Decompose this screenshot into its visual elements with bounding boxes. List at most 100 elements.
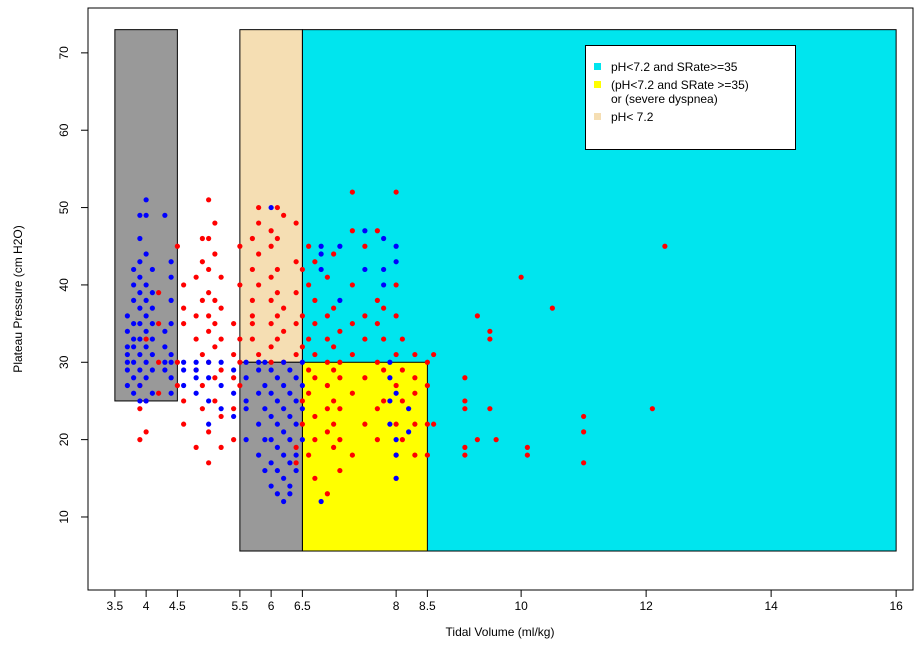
point xyxy=(168,259,174,265)
point xyxy=(199,259,205,265)
plot-frame xyxy=(87,7,914,591)
point xyxy=(137,382,143,389)
point xyxy=(193,313,199,319)
legend-label: (pH<7.2 and SRate >=35) or (severe dyspn… xyxy=(611,78,749,106)
point xyxy=(199,406,205,412)
point xyxy=(274,290,280,296)
point xyxy=(143,197,149,203)
x-tick-label: 12 xyxy=(639,599,653,613)
x-tick-label: 8 xyxy=(393,599,400,613)
point xyxy=(268,274,274,280)
point xyxy=(299,359,305,365)
point xyxy=(156,290,162,296)
point xyxy=(137,367,143,373)
point xyxy=(268,413,274,420)
point xyxy=(168,320,174,327)
point xyxy=(281,429,287,435)
point xyxy=(331,444,337,450)
point xyxy=(137,305,143,311)
legend-label: pH< 7.2 xyxy=(611,110,654,124)
point xyxy=(249,235,255,242)
point xyxy=(268,344,274,350)
point xyxy=(518,274,524,280)
legend-swatch xyxy=(594,81,601,88)
point xyxy=(206,460,212,466)
point xyxy=(218,444,224,450)
point xyxy=(181,398,187,404)
point xyxy=(362,375,368,381)
point xyxy=(324,313,330,319)
point xyxy=(393,382,399,389)
point xyxy=(349,282,355,288)
y-tick-label: 30 xyxy=(57,355,71,369)
point xyxy=(156,320,162,327)
point xyxy=(143,328,149,334)
point xyxy=(318,498,324,505)
point xyxy=(243,398,249,404)
point xyxy=(312,475,318,481)
point xyxy=(268,320,274,327)
point xyxy=(249,266,255,273)
point xyxy=(281,328,287,334)
point xyxy=(393,475,399,481)
point xyxy=(324,491,330,497)
region xyxy=(239,29,303,363)
point xyxy=(281,406,287,412)
point xyxy=(168,375,174,381)
point xyxy=(149,336,155,342)
point xyxy=(237,243,243,249)
point xyxy=(193,375,199,381)
point xyxy=(274,398,280,404)
point xyxy=(287,491,293,497)
point xyxy=(243,437,249,443)
point xyxy=(137,437,143,443)
point xyxy=(218,413,224,420)
point xyxy=(124,344,130,350)
point xyxy=(212,251,218,257)
legend-entry: (pH<7.2 and SRate >=35) or (severe dyspn… xyxy=(594,78,789,106)
point xyxy=(387,421,393,427)
point xyxy=(412,390,418,396)
point xyxy=(137,351,143,358)
point xyxy=(193,390,199,396)
point xyxy=(393,189,399,195)
point xyxy=(281,498,287,505)
point xyxy=(149,351,155,358)
point xyxy=(493,437,499,443)
point xyxy=(131,375,137,381)
point xyxy=(424,452,430,458)
point xyxy=(293,421,299,427)
point xyxy=(131,336,137,342)
legend-entry: pH< 7.2 xyxy=(594,110,789,124)
point xyxy=(331,344,337,350)
point xyxy=(262,467,268,474)
point xyxy=(324,359,330,365)
y-tick-label: 60 xyxy=(57,123,71,137)
point xyxy=(399,437,405,443)
point xyxy=(462,444,468,450)
point xyxy=(218,274,224,280)
point xyxy=(274,204,280,211)
point xyxy=(268,297,274,303)
point xyxy=(406,406,412,412)
point xyxy=(337,297,343,303)
point xyxy=(412,351,418,358)
point xyxy=(406,429,412,435)
point xyxy=(174,359,180,365)
point xyxy=(206,266,212,273)
point xyxy=(231,351,237,358)
point xyxy=(274,421,280,427)
point xyxy=(181,382,187,389)
point xyxy=(331,305,337,311)
point xyxy=(331,398,337,404)
point xyxy=(206,421,212,427)
point xyxy=(387,375,393,381)
point xyxy=(318,251,324,257)
point xyxy=(243,406,249,412)
point xyxy=(393,259,399,265)
point xyxy=(393,313,399,319)
point xyxy=(124,359,130,365)
point xyxy=(143,282,149,288)
point xyxy=(337,406,343,412)
point xyxy=(312,375,318,381)
